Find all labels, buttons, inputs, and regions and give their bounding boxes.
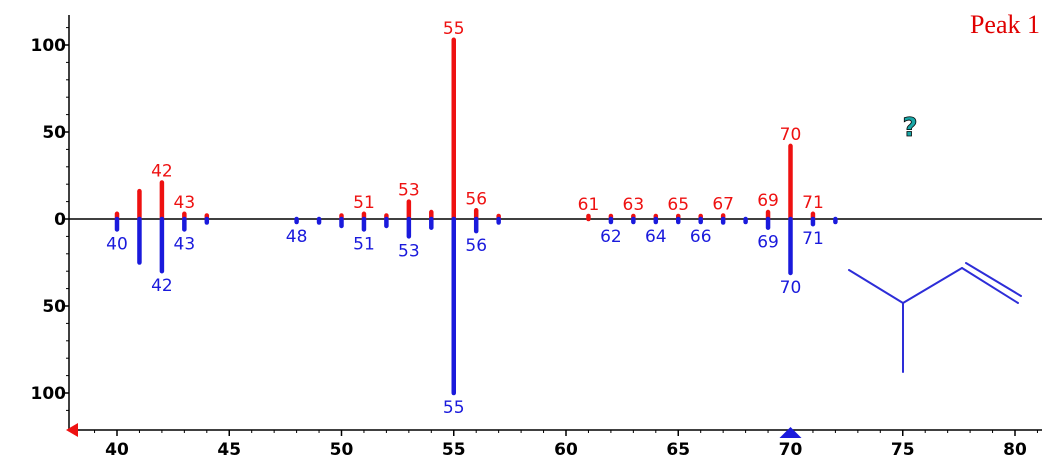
upper-peak-label: 53 — [398, 181, 420, 201]
x-tick-label: 45 — [217, 440, 241, 460]
axes: 100 50 0 50 100 40 45 50 55 60 65 70 75 80 — [31, 15, 1042, 460]
lower-peak-label: 42 — [151, 276, 173, 296]
upper-peak-label: 61 — [578, 195, 600, 215]
lower-peak-label: 48 — [286, 227, 308, 247]
upper-peak-label: 51 — [353, 193, 375, 213]
left-range-marker-icon — [66, 423, 78, 437]
x-tick-label: 75 — [891, 440, 915, 460]
upper-peak-label: 43 — [174, 193, 196, 213]
lower-peak-label: 62 — [600, 227, 622, 247]
lower-peak-label: 43 — [174, 234, 196, 254]
lower-peak-label: 55 — [443, 398, 465, 418]
lower-peak-label: 51 — [353, 234, 375, 254]
chart-title: Peak 1 — [970, 10, 1040, 39]
selected-mz-marker-icon — [779, 427, 802, 438]
upper-peak-label: 42 — [151, 161, 173, 181]
unknown-compound-icon[interactable]: ? — [902, 113, 918, 144]
y-tick-label: 0 — [54, 210, 66, 230]
upper-peak-label: 63 — [623, 195, 645, 215]
y-tick-label: 50 — [42, 297, 66, 317]
y-tick-label: 50 — [42, 123, 66, 143]
x-tick-label: 50 — [330, 440, 354, 460]
upper-peak-label: 69 — [757, 191, 779, 211]
spectrum-bars — [114, 37, 838, 396]
upper-peak-label: 70 — [780, 125, 802, 145]
x-tick-label: 55 — [442, 440, 466, 460]
lower-peak-label: 69 — [757, 233, 779, 253]
x-tick-label: 40 — [105, 440, 129, 460]
x-tick-label: 65 — [666, 440, 690, 460]
lower-peak-label: 53 — [398, 241, 420, 261]
y-tick-label: 100 — [31, 36, 67, 56]
molecule-structure-icon — [848, 262, 1022, 373]
x-tick-label: 70 — [779, 440, 803, 460]
lower-peak-label: 40 — [106, 234, 128, 254]
upper-peak-label: 71 — [802, 193, 824, 213]
upper-peak-label: 55 — [443, 19, 465, 39]
lower-peak-label: 71 — [802, 229, 824, 249]
y-tick-label: 100 — [31, 384, 67, 404]
lower-peak-label: 64 — [645, 227, 667, 247]
upper-peak-label: 65 — [667, 195, 689, 215]
lower-peak-label: 56 — [465, 236, 487, 256]
x-tick-label: 80 — [1003, 440, 1027, 460]
upper-peak-label: 67 — [712, 195, 734, 215]
x-tick-label: 60 — [554, 440, 578, 460]
upper-peak-label: 56 — [465, 189, 487, 209]
lower-peak-label: 66 — [690, 227, 712, 247]
lower-peak-label: 70 — [780, 278, 802, 298]
